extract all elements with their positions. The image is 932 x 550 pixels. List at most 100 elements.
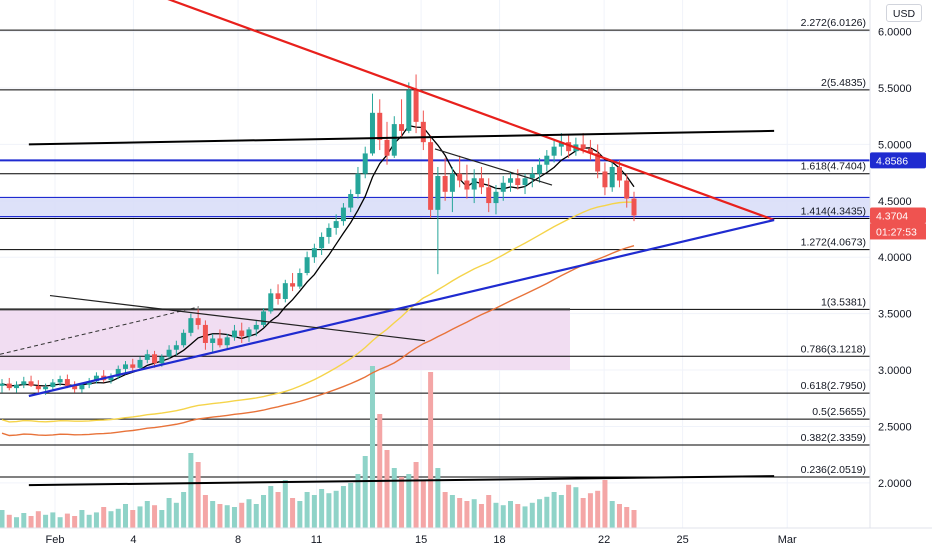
candle-body: [355, 173, 361, 195]
volume-bar: [304, 492, 310, 528]
candle-body: [384, 139, 390, 156]
candle-body: [616, 166, 622, 181]
volume-bar: [391, 468, 397, 528]
volume-bar: [188, 453, 194, 528]
time-axis[interactable]: Feb 4 8 11 15 18 22 25 Mar: [0, 527, 932, 550]
trend-line-ascending-support[interactable]: [28, 218, 775, 398]
volume-bar: [377, 414, 383, 528]
candle-body: [362, 153, 368, 174]
candle-body: [566, 142, 572, 152]
fib-level-label: 0.5(2.5655): [812, 406, 866, 418]
volume-bar: [631, 510, 637, 528]
trend-line-descending-resistance[interactable]: [133, 0, 775, 222]
volume-bar: [348, 483, 354, 528]
candle-body: [464, 180, 470, 190]
price-axis[interactable]: 6.0000 5.5000 5.0000 4.5000 4.0000 3.5000 3.00…: [869, 0, 932, 550]
candle-body: [86, 381, 92, 385]
volume-bar: [457, 498, 463, 528]
candle-body: [486, 187, 492, 204]
volume-bar: [101, 507, 107, 528]
volume-bar: [282, 480, 288, 528]
candle-body: [537, 164, 543, 174]
currency-label[interactable]: USD: [886, 4, 922, 22]
time-tick-label: Mar: [778, 534, 797, 546]
fib-level-label: 0.786(3.1218): [801, 343, 866, 355]
candle-body: [602, 171, 608, 188]
volume-bar: [43, 514, 49, 528]
volume-bar: [181, 492, 187, 528]
volume-layer: [0, 366, 637, 528]
volume-bar: [50, 512, 56, 528]
candle-body: [28, 381, 34, 386]
candle-body: [152, 354, 158, 364]
fib-level-label: 1.414(4.3435): [801, 205, 866, 217]
volume-bar: [609, 501, 615, 528]
trendline-layer[interactable]: [0, 0, 775, 487]
candle-body: [500, 182, 506, 192]
time-tick-label: 8: [235, 534, 241, 546]
candle-body: [50, 382, 56, 387]
moving-average-mid: [1, 201, 635, 423]
volume-bar: [72, 516, 78, 528]
candle-body: [72, 385, 78, 390]
candle-body: [311, 248, 317, 258]
price-tag: [870, 207, 926, 224]
time-tick-label: 11: [311, 534, 322, 546]
time-tick-label: Feb: [46, 534, 65, 546]
volume-bar: [0, 510, 5, 528]
volume-bar: [573, 487, 579, 528]
candle-body: [631, 198, 637, 216]
candle-body: [79, 384, 85, 390]
volume-bar: [413, 462, 419, 528]
falling-trend-line[interactable]: [49, 294, 426, 342]
fib-level-label: 2(5.4835): [821, 77, 866, 89]
candle-body: [195, 318, 201, 325]
volume-bar: [195, 462, 201, 528]
candle-body: [43, 386, 49, 390]
candle-body: [420, 121, 426, 143]
candle-body: [239, 330, 245, 337]
candle-body: [188, 318, 194, 333]
candle-body: [326, 227, 332, 237]
volume-bar: [515, 504, 521, 528]
candle-body: [348, 194, 354, 208]
candle-body: [428, 142, 434, 210]
time-tick-label: 25: [676, 534, 688, 546]
candle-body: [580, 144, 586, 149]
price-tick-label: 3.0000: [878, 365, 912, 377]
volume-bar: [239, 502, 245, 528]
candle-body: [108, 376, 114, 381]
price-axis-bg: [870, 0, 932, 550]
volume-bar: [558, 495, 564, 528]
volume-bar: [478, 504, 484, 528]
volume-bar: [217, 504, 223, 528]
volume-bar: [21, 513, 27, 528]
trend-line-lower-channel[interactable]: [28, 475, 775, 487]
candle-body: [449, 173, 455, 192]
volume-bar: [231, 507, 237, 528]
trend-line-upper-channel[interactable]: [28, 129, 775, 146]
candle-body: [558, 142, 564, 147]
background-layer: [0, 0, 870, 528]
candle-body: [609, 166, 615, 188]
candle-body: [413, 90, 419, 122]
pennant-trend-line[interactable]: [434, 148, 553, 186]
volume-bar: [202, 495, 208, 528]
volume-bar: [471, 499, 477, 528]
candle-body: [181, 332, 187, 346]
candle-body: [297, 273, 303, 287]
candle-body: [471, 178, 477, 190]
countdown-tag: [870, 223, 926, 240]
candle-body: [595, 153, 601, 172]
price-tick-label: 6.0000: [878, 27, 912, 39]
fib-level-label: 1(3.5381): [821, 296, 866, 308]
volume-bar: [340, 486, 346, 528]
volume-bar: [464, 501, 470, 528]
volume-bar: [268, 486, 274, 528]
volume-bar: [551, 492, 557, 528]
volume-bar: [311, 495, 317, 528]
volume-bar: [122, 504, 128, 528]
dashed-trend-line[interactable]: [0, 306, 199, 355]
